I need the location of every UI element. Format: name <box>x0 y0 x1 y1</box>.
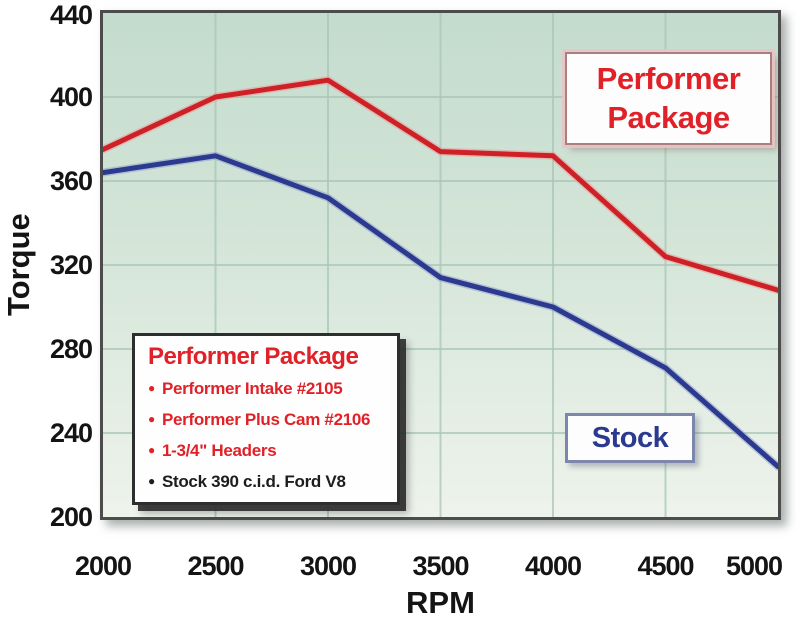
legend-item: ● 1-3/4" Headers <box>148 436 389 467</box>
bullet-icon: ● <box>148 381 155 395</box>
stock-callout-text: Stock <box>591 421 669 454</box>
performer-package-line <box>103 77 778 293</box>
legend-item: ● Performer Plus Cam #2106 <box>148 405 389 436</box>
legend-item-text: 1-3/4" Headers <box>161 441 277 460</box>
x-tick-label: 3500 <box>412 551 469 581</box>
y-tick-label: 360 <box>49 166 93 196</box>
y-tick-label: 240 <box>49 418 93 448</box>
x-tick-label: 4500 <box>637 551 694 581</box>
y-tick-label: 400 <box>49 82 93 112</box>
legend-item-text: Performer Plus Cam #2106 <box>161 410 371 429</box>
legend-box: Performer Package ● Performer Intake #210… <box>132 333 400 505</box>
x-tick-label: 3000 <box>299 551 357 581</box>
legend-item: ● Stock 390 c.i.d. Ford V8 <box>148 467 389 498</box>
x-tick-label: 2000 <box>74 551 132 581</box>
x-tick-label: 5000 <box>725 551 783 581</box>
y-tick-label: 200 <box>49 502 93 532</box>
bullet-icon: ● <box>148 474 155 488</box>
legend-items: ● Performer Intake #2105 ● Performer Plus C… <box>148 374 389 498</box>
y-tick-label: 280 <box>49 334 93 364</box>
performer-callout-line2: Package <box>607 100 730 135</box>
bullet-icon: ● <box>148 412 155 426</box>
x-tick-label: 2500 <box>187 551 244 581</box>
x-tick-label: 4000 <box>524 551 582 581</box>
bullet-icon: ● <box>148 443 155 457</box>
stock-callout: Stock <box>565 413 695 463</box>
y-tick-label: 320 <box>49 250 93 280</box>
stock-line <box>103 153 778 470</box>
legend-item: ● Performer Intake #2105 <box>148 374 389 405</box>
performer-package-callout: Performer Package <box>565 52 772 145</box>
legend-item-text: Performer Intake #2105 <box>161 379 343 398</box>
legend-item-text: Stock 390 c.i.d. Ford V8 <box>161 472 346 491</box>
legend-title: Performer Package <box>148 343 359 370</box>
y-tick-label: 440 <box>49 0 93 30</box>
performer-callout-line1: Performer <box>596 61 741 96</box>
x-axis-title: RPM <box>406 585 475 620</box>
plot-area: Performer Package Stock Performer Packag… <box>100 10 781 520</box>
